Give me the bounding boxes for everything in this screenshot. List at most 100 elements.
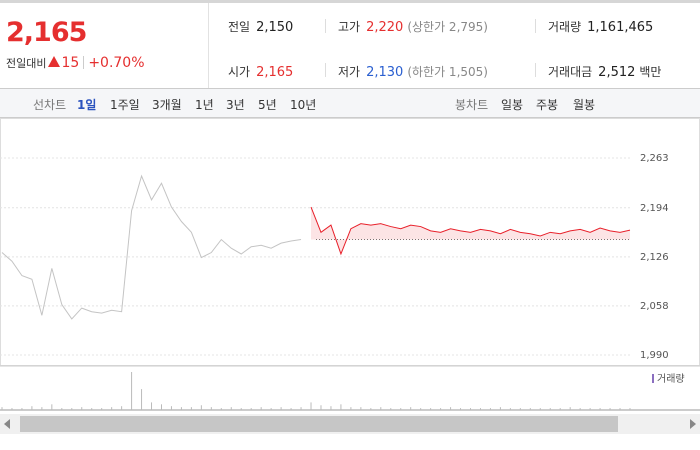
volume-bar <box>101 408 103 410</box>
area-fill <box>311 207 630 254</box>
period-button[interactable]: 월봉 <box>573 98 596 112</box>
volume-bar <box>499 407 501 410</box>
volume-bar <box>410 407 412 410</box>
volume-bar <box>390 408 392 410</box>
period-button[interactable]: 5년 <box>258 98 277 112</box>
period-button[interactable]: 일봉 <box>501 98 524 112</box>
volume-bar <box>31 406 33 410</box>
volume-bar <box>71 408 73 410</box>
volume-bar <box>599 408 601 410</box>
stat: 거래대금 2,512 백만 <box>548 63 661 80</box>
volume-bar <box>190 407 192 410</box>
volume-bar <box>41 407 43 410</box>
volume-bar <box>220 408 222 410</box>
period-button[interactable]: 1주일 <box>110 98 140 112</box>
volume-bar <box>440 408 442 410</box>
period-button[interactable]: 주봉 <box>536 98 559 112</box>
stat-value: 2,512 <box>598 65 636 80</box>
stat-label: 거래대금 <box>548 65 593 79</box>
volume-bar <box>300 407 302 410</box>
volume-bar <box>350 407 352 410</box>
toolbar-label: 봉차트 <box>455 98 489 112</box>
volume-bar <box>549 408 551 410</box>
volume-bar <box>579 408 581 410</box>
period-button[interactable]: 3개월 <box>152 98 182 112</box>
price-line <box>310 206 631 256</box>
period-button[interactable]: 3년 <box>226 98 245 112</box>
stat-value: 2,150 <box>256 20 294 35</box>
y-tick-label: 1,990 <box>640 350 669 361</box>
stat: 거래량 1,161,465 <box>548 18 653 35</box>
toolbar-label: 선차트 <box>33 98 67 112</box>
volume-bar <box>290 408 292 410</box>
period-button[interactable]: 1일 <box>77 98 97 112</box>
volume-bar <box>629 408 631 410</box>
stat-value: 2,130 <box>366 65 404 80</box>
volume-bar <box>51 404 53 410</box>
volume-bar <box>240 408 242 410</box>
volume-bar <box>430 408 432 410</box>
volume-bar <box>370 408 372 410</box>
volume-bar <box>310 402 312 410</box>
volume-bar <box>489 408 491 410</box>
volume-bar <box>121 406 123 410</box>
stat: 저가 2,130 (하한가 1,505) <box>338 63 488 80</box>
volume-bar <box>250 408 252 410</box>
y-tick-label: 2,263 <box>640 153 669 164</box>
stat-label: 전일 <box>228 20 251 34</box>
stat: 시가 2,165 <box>228 63 293 80</box>
volume-bar <box>479 408 481 410</box>
volume-bar <box>539 408 541 410</box>
period-toolbar: 선차트 1일 1주일 3개월 1년 3년 5년 10년 봉차트 일봉 주봉 월봉 <box>0 88 700 118</box>
stat: 고가 2,220 (상한가 2,795) <box>338 18 488 35</box>
change: 전일대비 15 +0.70% <box>6 55 145 71</box>
stat-value: 2,165 <box>256 65 294 80</box>
volume-bar <box>230 407 232 410</box>
volume-bar <box>280 407 282 410</box>
volume-bar <box>160 404 162 410</box>
period-button[interactable]: 1년 <box>195 98 214 112</box>
change-value: 15 <box>61 55 80 71</box>
price: 2,165 <box>6 17 87 48</box>
period-button[interactable]: 10년 <box>290 98 317 112</box>
volume-bar <box>470 408 472 410</box>
volume-bar <box>569 407 571 410</box>
y-tick-label: 2,058 <box>640 301 669 312</box>
stat-label: 저가 <box>338 65 361 79</box>
volume-bar <box>260 407 262 410</box>
volume-bar <box>619 408 621 410</box>
volume-bar <box>91 408 93 410</box>
stat-value: 1,161,465 <box>587 20 654 35</box>
chart: 2,263 2,194 2,126 2,058 1,990 거래량 <box>0 118 700 434</box>
stat-label: 고가 <box>338 20 361 34</box>
quote-header: 2,165 전일대비 15 +0.70% 전일 2,150 고가 2,220 (상한가 2,… <box>0 0 700 91</box>
volume-bar <box>170 406 172 410</box>
volume-bar <box>180 407 182 410</box>
volume-bar <box>270 408 272 410</box>
volume-legend: 거래량 <box>657 373 685 385</box>
y-tick-label: 2,126 <box>640 252 669 263</box>
volume-bar <box>111 407 113 410</box>
volume-legend-swatch <box>652 374 654 383</box>
stat-note: (상한가 2,795) <box>407 20 488 34</box>
volume-bar <box>11 408 13 410</box>
volume-bar <box>320 405 322 410</box>
stat-label: 거래량 <box>548 20 582 34</box>
volume-bar <box>450 407 452 410</box>
volume-bar <box>360 407 362 410</box>
volume-bar <box>21 408 23 410</box>
volume-bar <box>420 408 422 410</box>
volume-bar <box>61 408 63 410</box>
volume-bar <box>131 372 133 410</box>
stat-label: 시가 <box>228 65 251 79</box>
change-pct: +0.70% <box>88 55 145 71</box>
volume-bar <box>589 408 591 410</box>
volume-bar <box>141 389 143 410</box>
price-line <box>1 174 302 320</box>
stat-note: (하한가 1,505) <box>407 65 488 79</box>
volume-bar <box>210 407 212 410</box>
y-tick-label: 2,194 <box>640 203 669 214</box>
volume-bar <box>81 407 83 410</box>
volume-bar <box>151 402 153 410</box>
